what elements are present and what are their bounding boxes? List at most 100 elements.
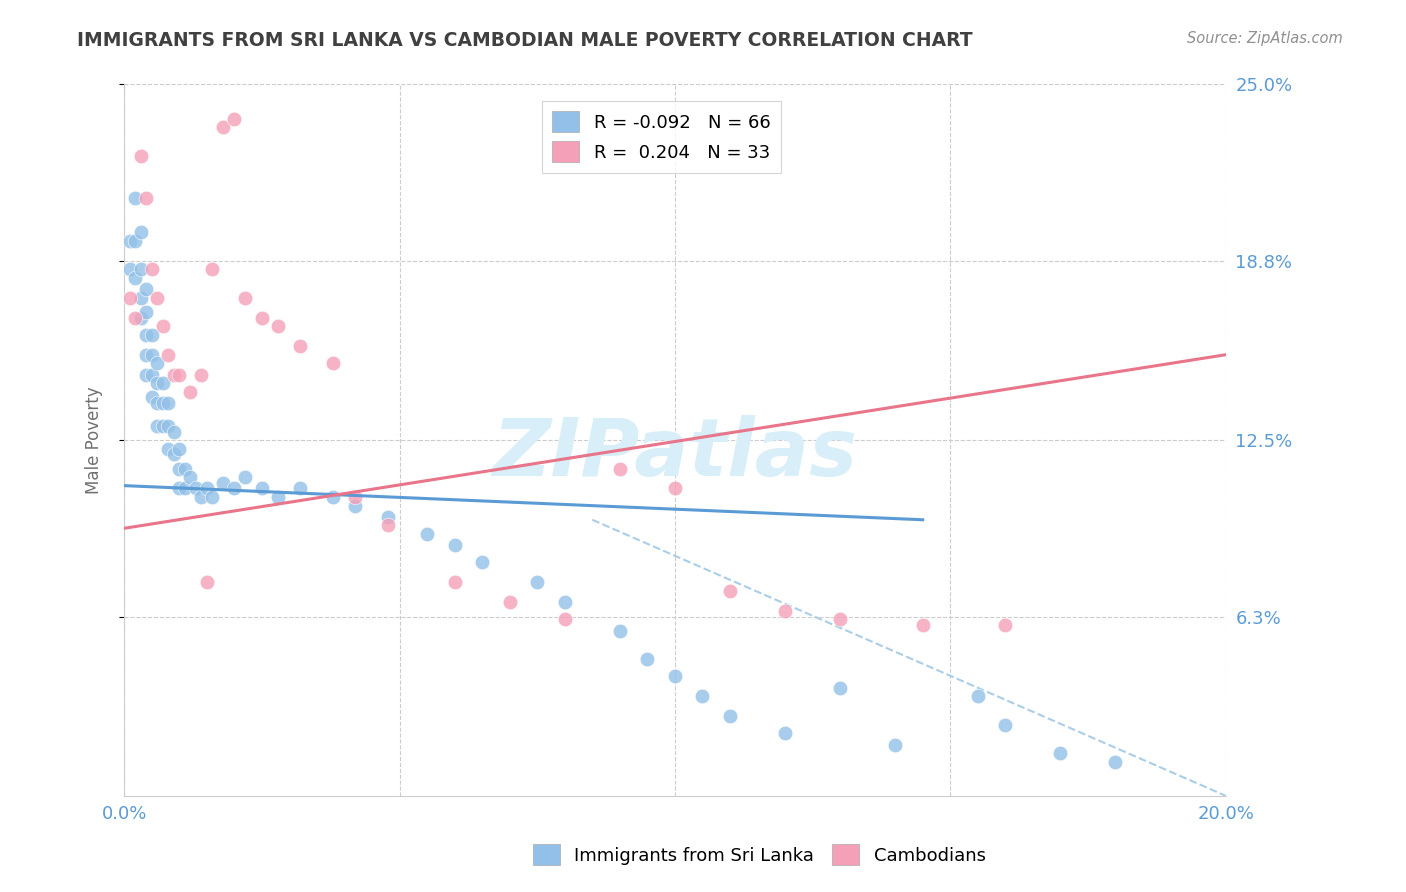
Point xyxy=(129,148,152,162)
Point xyxy=(146,376,169,391)
Point xyxy=(129,262,152,277)
Point xyxy=(152,418,174,433)
Point xyxy=(184,482,207,496)
Point xyxy=(212,475,235,490)
Point xyxy=(233,470,256,484)
Text: IMMIGRANTS FROM SRI LANKA VS CAMBODIAN MALE POVERTY CORRELATION CHART: IMMIGRANTS FROM SRI LANKA VS CAMBODIAN M… xyxy=(77,31,973,50)
Point xyxy=(135,327,157,342)
Point xyxy=(201,490,224,504)
Point xyxy=(554,612,576,626)
Point xyxy=(1049,746,1071,760)
Point xyxy=(167,482,190,496)
Point xyxy=(773,726,796,740)
Point xyxy=(498,595,520,609)
Point xyxy=(773,604,796,618)
Point xyxy=(554,595,576,609)
Legend: Immigrants from Sri Lanka, Cambodians: Immigrants from Sri Lanka, Cambodians xyxy=(526,837,993,872)
Point xyxy=(124,191,146,205)
Point xyxy=(163,447,186,461)
Point xyxy=(129,310,152,325)
Point xyxy=(290,339,312,353)
Point xyxy=(250,310,273,325)
Point xyxy=(718,709,741,723)
Point xyxy=(416,527,439,541)
Point xyxy=(443,575,465,590)
Point xyxy=(664,669,686,683)
Point xyxy=(124,310,146,325)
Point xyxy=(377,518,399,533)
Point xyxy=(141,327,163,342)
Point xyxy=(141,348,163,362)
Point xyxy=(167,368,190,382)
Point xyxy=(141,391,163,405)
Point xyxy=(146,356,169,370)
Point xyxy=(167,461,190,475)
Point xyxy=(994,618,1017,632)
Point xyxy=(157,396,180,410)
Point xyxy=(212,120,235,135)
Point xyxy=(135,282,157,296)
Point xyxy=(322,490,344,504)
Point xyxy=(152,376,174,391)
Point xyxy=(267,319,290,334)
Point xyxy=(157,348,180,362)
Point xyxy=(141,368,163,382)
Point xyxy=(267,490,290,504)
Point xyxy=(146,418,169,433)
Point xyxy=(443,538,465,552)
Point xyxy=(135,305,157,319)
Point xyxy=(344,499,367,513)
Point xyxy=(344,490,367,504)
Point xyxy=(146,396,169,410)
Point xyxy=(250,482,273,496)
Point xyxy=(1104,755,1126,769)
Point xyxy=(152,396,174,410)
Point xyxy=(201,262,224,277)
Point xyxy=(118,262,141,277)
Point xyxy=(135,191,157,205)
Point xyxy=(195,482,218,496)
Point xyxy=(692,689,714,703)
Point xyxy=(884,738,907,752)
Y-axis label: Male Poverty: Male Poverty xyxy=(86,386,103,494)
Point xyxy=(152,319,174,334)
Point xyxy=(190,490,212,504)
Point xyxy=(290,482,312,496)
Point xyxy=(124,234,146,248)
Text: Source: ZipAtlas.com: Source: ZipAtlas.com xyxy=(1187,31,1343,46)
Point xyxy=(163,425,186,439)
Point xyxy=(118,291,141,305)
Point xyxy=(636,652,658,666)
Point xyxy=(129,226,152,240)
Point xyxy=(830,612,852,626)
Point xyxy=(195,575,218,590)
Point xyxy=(163,368,186,382)
Point xyxy=(179,384,201,399)
Point xyxy=(233,291,256,305)
Point xyxy=(609,461,631,475)
Point xyxy=(135,348,157,362)
Point xyxy=(157,418,180,433)
Point xyxy=(141,262,163,277)
Point xyxy=(322,356,344,370)
Point xyxy=(224,112,246,126)
Point xyxy=(118,234,141,248)
Point xyxy=(157,442,180,456)
Point xyxy=(124,271,146,285)
Point xyxy=(377,510,399,524)
Point xyxy=(224,482,246,496)
Point xyxy=(994,717,1017,731)
Point xyxy=(167,442,190,456)
Point xyxy=(129,291,152,305)
Point xyxy=(146,291,169,305)
Point xyxy=(718,583,741,598)
Point xyxy=(664,482,686,496)
Point xyxy=(135,368,157,382)
Point xyxy=(173,482,195,496)
Point xyxy=(173,461,195,475)
Text: ZIPatlas: ZIPatlas xyxy=(492,416,858,493)
Point xyxy=(966,689,988,703)
Point xyxy=(190,368,212,382)
Legend: R = -0.092   N = 66, R =  0.204   N = 33: R = -0.092 N = 66, R = 0.204 N = 33 xyxy=(541,101,782,173)
Point xyxy=(179,470,201,484)
